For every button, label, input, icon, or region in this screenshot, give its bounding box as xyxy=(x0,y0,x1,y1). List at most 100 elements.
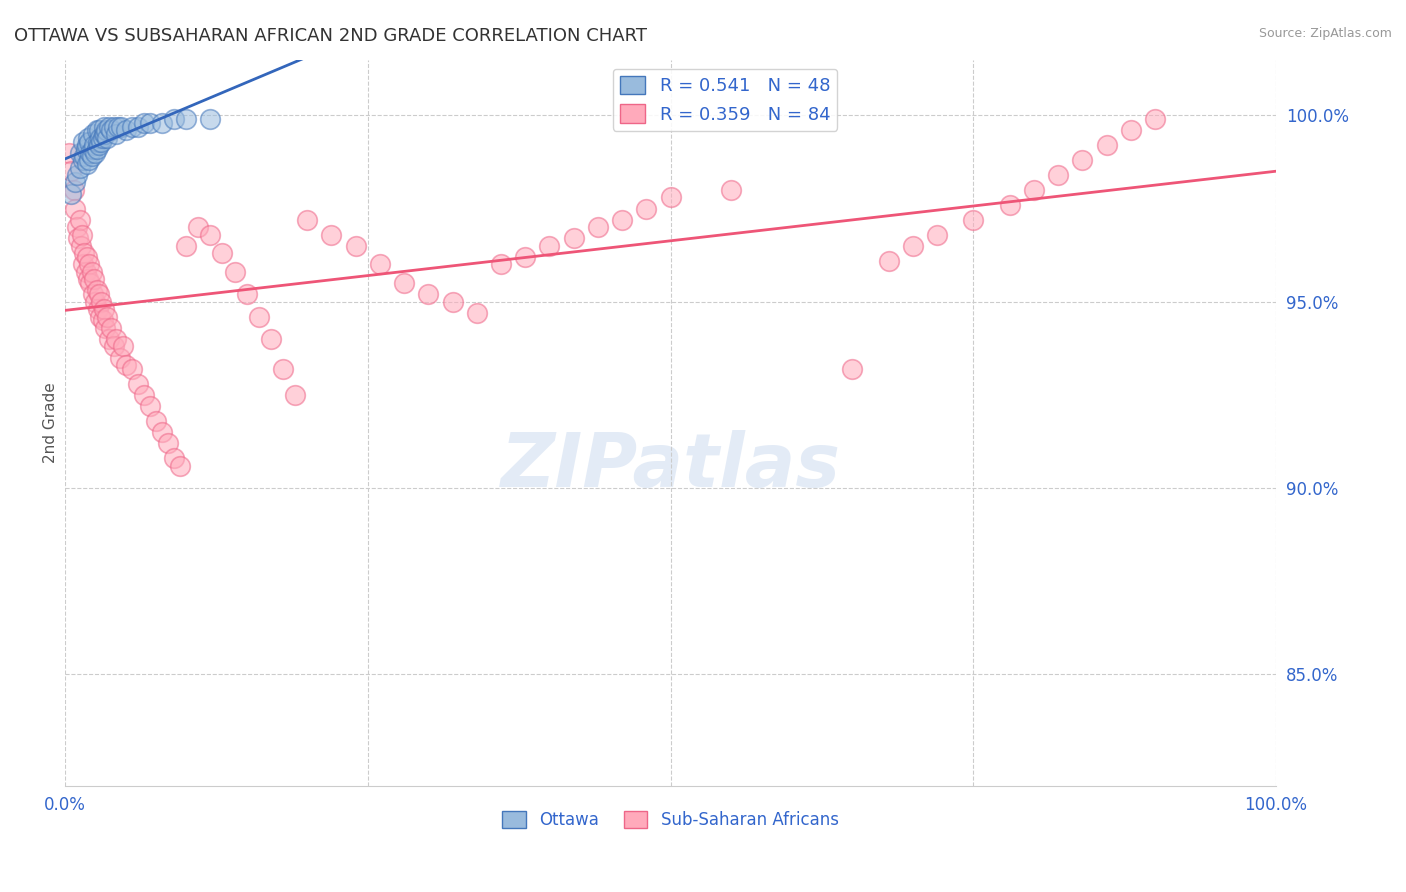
Point xyxy=(89,310,111,324)
Point xyxy=(60,186,83,201)
Point xyxy=(139,399,162,413)
Point xyxy=(70,227,93,242)
Point xyxy=(962,212,984,227)
Point xyxy=(368,257,391,271)
Point xyxy=(538,239,561,253)
Point xyxy=(103,120,125,134)
Point xyxy=(121,120,143,134)
Point xyxy=(83,138,105,153)
Point xyxy=(86,284,108,298)
Point xyxy=(76,250,98,264)
Point xyxy=(87,302,110,317)
Point xyxy=(69,161,91,175)
Point xyxy=(841,361,863,376)
Point xyxy=(132,388,155,402)
Point xyxy=(515,250,537,264)
Point xyxy=(69,145,91,160)
Point xyxy=(72,257,94,271)
Point xyxy=(127,376,149,391)
Point xyxy=(73,246,96,260)
Point xyxy=(66,220,89,235)
Text: Source: ZipAtlas.com: Source: ZipAtlas.com xyxy=(1258,27,1392,40)
Point xyxy=(163,451,186,466)
Point xyxy=(103,339,125,353)
Point xyxy=(100,320,122,334)
Point xyxy=(139,116,162,130)
Point xyxy=(75,142,97,156)
Point xyxy=(156,436,179,450)
Point xyxy=(114,123,136,137)
Point xyxy=(610,212,633,227)
Point xyxy=(169,458,191,473)
Point xyxy=(79,135,101,149)
Point xyxy=(76,138,98,153)
Point xyxy=(392,276,415,290)
Point xyxy=(174,239,197,253)
Point xyxy=(1022,183,1045,197)
Point xyxy=(93,127,115,141)
Point xyxy=(284,388,307,402)
Point xyxy=(112,339,135,353)
Point xyxy=(82,142,104,156)
Point xyxy=(86,123,108,137)
Point xyxy=(58,145,80,160)
Point xyxy=(91,130,114,145)
Point xyxy=(132,116,155,130)
Point xyxy=(86,142,108,156)
Y-axis label: 2nd Grade: 2nd Grade xyxy=(44,383,58,463)
Point xyxy=(150,116,173,130)
Point xyxy=(150,425,173,439)
Point xyxy=(69,212,91,227)
Point xyxy=(79,153,101,168)
Point xyxy=(83,272,105,286)
Point xyxy=(720,183,742,197)
Point xyxy=(1119,123,1142,137)
Point xyxy=(211,246,233,260)
Point xyxy=(1047,168,1070,182)
Point xyxy=(80,149,103,163)
Point xyxy=(1143,112,1166,127)
Point xyxy=(76,157,98,171)
Point xyxy=(72,135,94,149)
Point xyxy=(84,145,107,160)
Legend: Ottawa, Sub-Saharan Africans: Ottawa, Sub-Saharan Africans xyxy=(496,804,845,836)
Point xyxy=(93,302,115,317)
Point xyxy=(79,257,101,271)
Point xyxy=(1071,153,1094,168)
Point xyxy=(67,231,90,245)
Point xyxy=(127,120,149,134)
Point xyxy=(562,231,585,245)
Point xyxy=(89,130,111,145)
Point xyxy=(108,351,131,365)
Point xyxy=(80,265,103,279)
Point xyxy=(441,294,464,309)
Point xyxy=(925,227,948,242)
Point xyxy=(75,265,97,279)
Point xyxy=(87,135,110,149)
Point xyxy=(247,310,270,324)
Point xyxy=(586,220,609,235)
Point xyxy=(66,168,89,182)
Point xyxy=(107,120,129,134)
Point xyxy=(60,164,83,178)
Point xyxy=(87,123,110,137)
Point xyxy=(63,176,86,190)
Point xyxy=(260,332,283,346)
Point xyxy=(72,153,94,168)
Point xyxy=(877,253,900,268)
Point xyxy=(200,112,222,127)
Point xyxy=(84,294,107,309)
Point xyxy=(94,127,117,141)
Point xyxy=(79,276,101,290)
Point xyxy=(489,257,512,271)
Point xyxy=(62,183,84,197)
Point xyxy=(901,239,924,253)
Point xyxy=(87,287,110,301)
Point xyxy=(82,287,104,301)
Point xyxy=(90,135,112,149)
Point xyxy=(121,361,143,376)
Point xyxy=(87,138,110,153)
Point xyxy=(235,287,257,301)
Point xyxy=(224,265,246,279)
Point xyxy=(145,414,167,428)
